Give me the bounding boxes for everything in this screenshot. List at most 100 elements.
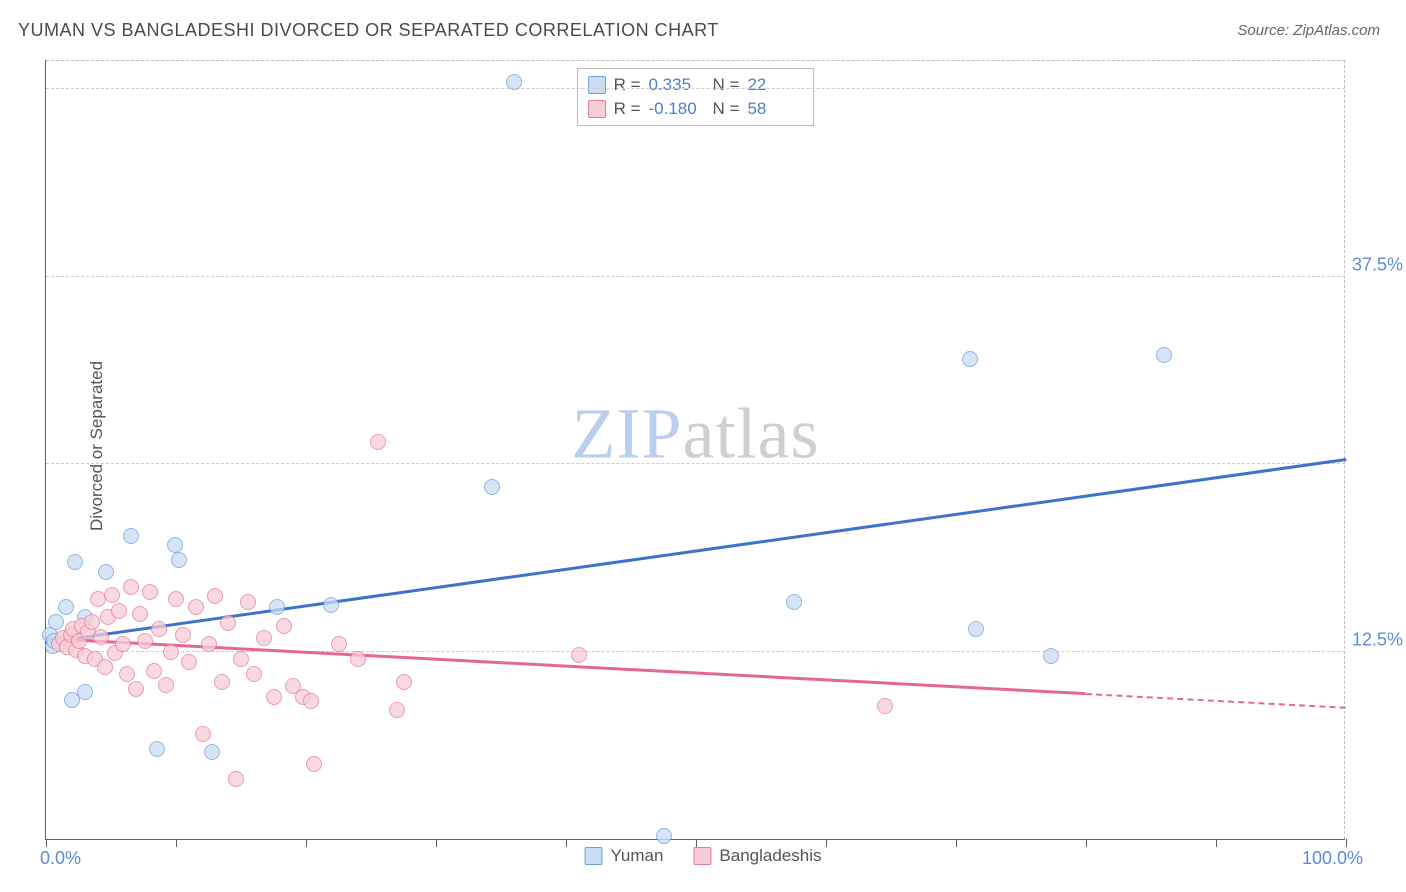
data-point: [256, 630, 272, 646]
data-point: [396, 674, 412, 690]
data-point: [171, 552, 187, 568]
data-point: [303, 693, 319, 709]
data-point: [97, 659, 113, 675]
x-tick: [826, 839, 827, 847]
legend-swatch: [693, 847, 711, 865]
data-point: [389, 702, 405, 718]
x-tick: [1216, 839, 1217, 847]
plot-right-border: [1344, 60, 1345, 839]
data-point: [877, 698, 893, 714]
chart-title: YUMAN VS BANGLADESHI DIVORCED OR SEPARAT…: [18, 20, 719, 41]
data-point: [207, 588, 223, 604]
gridline: [46, 88, 1345, 89]
chart-plot-area: ZIPatlas R =0.335N =22R =-0.180N =58 12.…: [45, 60, 1345, 840]
data-point: [48, 614, 64, 630]
data-point: [323, 597, 339, 613]
data-point: [214, 674, 230, 690]
data-point: [137, 633, 153, 649]
source-link[interactable]: ZipAtlas.com: [1293, 22, 1380, 39]
legend-swatch: [588, 100, 606, 118]
data-point: [128, 681, 144, 697]
legend-n-label: N =: [713, 99, 740, 119]
data-point: [151, 621, 167, 637]
legend-n-value: 58: [747, 99, 803, 119]
x-tick-label: 0.0%: [40, 848, 81, 869]
data-point: [269, 599, 285, 615]
data-point: [228, 771, 244, 787]
data-point: [276, 618, 292, 634]
data-point: [123, 528, 139, 544]
legend-label: Bangladeshis: [719, 846, 821, 866]
data-point: [195, 726, 211, 742]
trend-line: [46, 458, 1346, 644]
data-point: [142, 584, 158, 600]
data-point: [104, 587, 120, 603]
data-point: [175, 627, 191, 643]
legend-n-value: 22: [747, 75, 803, 95]
data-point: [168, 591, 184, 607]
data-point: [167, 537, 183, 553]
legend-label: Yuman: [610, 846, 663, 866]
legend-r-value: -0.180: [649, 99, 705, 119]
x-tick: [306, 839, 307, 847]
data-point: [220, 615, 236, 631]
data-point: [132, 606, 148, 622]
data-point: [115, 636, 131, 652]
x-tick: [566, 839, 567, 847]
legend-item: Bangladeshis: [693, 846, 821, 866]
legend-r-label: R =: [614, 99, 641, 119]
data-point: [484, 479, 500, 495]
data-point: [98, 564, 114, 580]
legend-row: R = -0.180 N = 58: [588, 97, 804, 121]
legend-item: Yuman: [584, 846, 663, 866]
data-point: [962, 351, 978, 367]
data-point: [67, 554, 83, 570]
x-tick: [1346, 839, 1347, 847]
data-point: [77, 684, 93, 700]
source-attribution: Source: ZipAtlas.com: [1237, 22, 1380, 39]
x-tick: [176, 839, 177, 847]
data-point: [1156, 347, 1172, 363]
data-point: [246, 666, 262, 682]
correlation-legend: R =0.335N =22R = -0.180 N = 58: [577, 68, 815, 126]
y-tick-label: 37.5%: [1352, 254, 1403, 275]
data-point: [119, 666, 135, 682]
data-point: [1043, 648, 1059, 664]
data-point: [149, 741, 165, 757]
data-point: [181, 654, 197, 670]
source-prefix: Source:: [1237, 22, 1293, 39]
x-tick: [46, 839, 47, 847]
gridline: [46, 276, 1345, 277]
data-point: [163, 644, 179, 660]
series-legend: Yuman Bangladeshis: [584, 846, 821, 866]
data-point: [123, 579, 139, 595]
legend-r-label: R =: [614, 75, 641, 95]
legend-row: R =0.335N =22: [588, 73, 804, 97]
plot-top-border: [46, 60, 1345, 61]
y-tick-label: 12.5%: [1352, 629, 1403, 650]
data-point: [240, 594, 256, 610]
data-point: [188, 599, 204, 615]
x-tick: [1086, 839, 1087, 847]
data-point: [350, 651, 366, 667]
data-point: [158, 677, 174, 693]
data-point: [93, 629, 109, 645]
data-point: [331, 636, 347, 652]
data-point: [111, 603, 127, 619]
legend-swatch: [588, 76, 606, 94]
x-tick: [956, 839, 957, 847]
data-point: [201, 636, 217, 652]
data-point: [786, 594, 802, 610]
data-point: [306, 756, 322, 772]
legend-swatch: [584, 847, 602, 865]
data-point: [370, 434, 386, 450]
x-tick: [436, 839, 437, 847]
data-point: [233, 651, 249, 667]
x-tick-label: 100.0%: [1302, 848, 1363, 869]
data-point: [204, 744, 220, 760]
data-point: [266, 689, 282, 705]
watermark-atlas: atlas: [683, 393, 820, 473]
data-point: [968, 621, 984, 637]
watermark-zip: ZIP: [572, 393, 683, 473]
gridline: [46, 463, 1345, 464]
